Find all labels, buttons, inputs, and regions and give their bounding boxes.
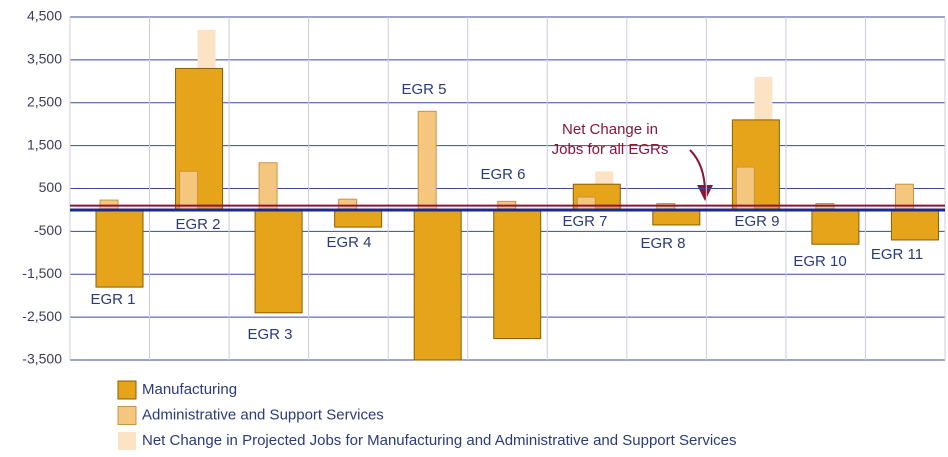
bar xyxy=(95,209,144,288)
category-label: EGR 4 xyxy=(326,234,371,251)
bar xyxy=(413,209,462,361)
legend-swatch xyxy=(117,380,137,400)
y-tick-label: 1,500 xyxy=(27,136,62,152)
category-label: EGR 10 xyxy=(793,253,846,270)
y-tick-label: -3,500 xyxy=(22,351,62,367)
y-tick-label: -2,500 xyxy=(22,308,62,324)
y-tick-label: 3,500 xyxy=(27,51,62,67)
legend-swatch xyxy=(118,432,136,450)
legend-label: Administrative and Support Services xyxy=(142,406,384,423)
annotation-arrow xyxy=(689,149,713,201)
bar xyxy=(258,162,278,211)
bar xyxy=(890,209,939,241)
bar xyxy=(417,110,437,211)
legend-label: Net Change in Projected Jobs for Manufac… xyxy=(142,432,737,449)
category-label: EGR 3 xyxy=(247,326,292,343)
bar xyxy=(334,209,383,228)
category-label: EGR 9 xyxy=(734,213,779,230)
y-tick-label: 500 xyxy=(39,179,63,195)
bar xyxy=(811,209,860,245)
y-tick-label: 4,500 xyxy=(27,8,62,24)
bar xyxy=(735,166,755,211)
annotation: Jobs for all EGRs xyxy=(552,141,669,158)
legend-label: Manufacturing xyxy=(142,381,237,398)
y-tick-label: -1,500 xyxy=(22,265,62,281)
category-label: EGR 7 xyxy=(562,213,607,230)
y-tick-label: 2,500 xyxy=(27,93,62,109)
bar xyxy=(179,170,199,211)
bar xyxy=(576,196,596,211)
bar xyxy=(493,209,542,340)
category-label: EGR 6 xyxy=(480,166,525,183)
bar xyxy=(652,209,701,226)
y-tick-label: -500 xyxy=(34,222,62,238)
legend-swatch xyxy=(117,406,137,425)
category-label: EGR 2 xyxy=(175,216,220,233)
bar xyxy=(254,209,303,314)
category-label: EGR 1 xyxy=(90,291,135,308)
annotation: Net Change in xyxy=(562,121,658,138)
category-label: EGR 5 xyxy=(401,81,446,98)
category-label: EGR 11 xyxy=(871,246,923,263)
category-label: EGR 8 xyxy=(640,235,685,252)
bar xyxy=(338,198,358,211)
